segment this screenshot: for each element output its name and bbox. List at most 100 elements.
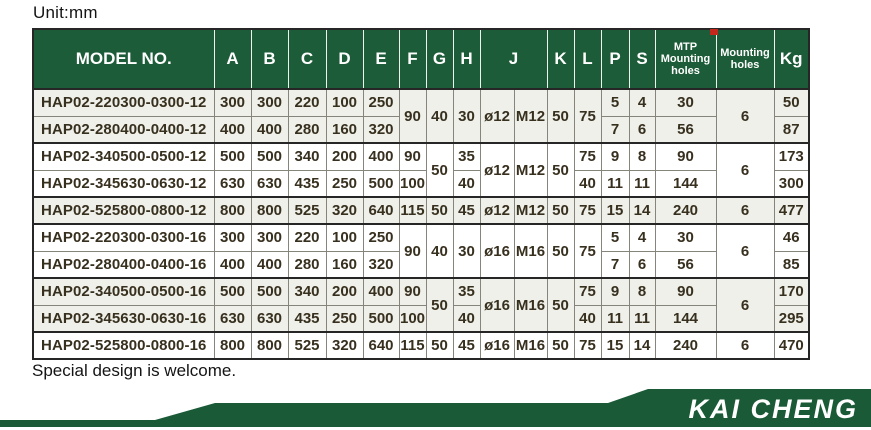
cell-d: 200 [325,142,364,171]
cell-s: 14 [628,196,656,225]
cell-d: 100 [325,223,364,252]
cell-c: 280 [287,250,327,279]
cell-s: 11 [628,304,656,333]
cell-f: 100 [398,169,427,198]
cell-b: 800 [250,196,289,225]
cell-f: 90 [398,277,427,306]
cell-k: 50 [546,223,575,279]
table-row: HAP02-525800-0800-12 800 800 525 320 640… [32,196,810,225]
cell-kg: 170 [773,277,810,306]
cell-kg: 470 [773,331,810,360]
cell-mtp: 90 [654,142,717,171]
cell-kg: 295 [773,304,810,333]
cell-mounting-holes: 6 [715,196,775,225]
cell-h: 45 [452,196,481,225]
cell-c: 220 [287,88,327,117]
cell-d: 200 [325,277,364,306]
cell-mounting-holes: 6 [715,88,775,144]
cell-b: 800 [250,331,289,360]
cell-h: 40 [452,169,481,198]
cell-j1: ø16 [479,331,515,360]
cell-model: HAP02-280400-0400-16 [32,250,215,279]
cell-s: 11 [628,169,656,198]
cell-model: HAP02-340500-0500-12 [32,142,215,171]
cell-b: 500 [250,142,289,171]
cell-mtp: 144 [654,169,717,198]
table-row: HAP02-345630-0630-16 630 630 435 250 500… [32,304,810,333]
cell-b: 400 [250,115,289,144]
cell-model: HAP02-220300-0300-12 [32,88,215,117]
cell-c: 435 [287,169,327,198]
cell-f: 90 [398,223,427,279]
cell-j1: ø12 [479,142,515,198]
header-mh-line2: holes [730,59,760,71]
cell-b: 400 [250,250,289,279]
header-e: E [362,29,400,90]
cell-k: 50 [546,277,575,333]
cell-a: 630 [213,304,252,333]
cell-model: HAP02-345630-0630-16 [32,304,215,333]
cell-j1: ø12 [479,196,515,225]
cell-k: 50 [546,196,575,225]
cell-h: 45 [452,331,481,360]
cell-c: 525 [287,196,327,225]
cell-g: 50 [425,142,454,198]
header-f: F [398,29,427,90]
header-l: L [573,29,602,90]
cell-model: HAP02-340500-0500-16 [32,277,215,306]
table-row: HAP02-525800-0800-16 800 800 525 320 640… [32,331,810,360]
cell-kg: 87 [773,115,810,144]
cell-a: 300 [213,88,252,117]
cell-e: 320 [362,115,400,144]
cell-b: 500 [250,277,289,306]
banner-shape [0,389,871,427]
cell-j2: M12 [513,142,548,198]
header-mtp-line1: MTP [673,40,698,53]
cell-l: 75 [573,142,602,171]
cell-g: 40 [425,88,454,144]
header-d: D [325,29,364,90]
cell-j2: M16 [513,331,548,360]
cell-c: 280 [287,115,327,144]
header-h: H [452,29,481,90]
cell-mounting-holes: 6 [715,142,775,198]
cell-kg: 173 [773,142,810,171]
cell-kg: 477 [773,196,810,225]
cell-s: 6 [628,250,656,279]
cell-e: 500 [362,304,400,333]
cell-kg: 85 [773,250,810,279]
cell-a: 630 [213,169,252,198]
cell-p: 5 [600,223,630,252]
cell-g: 50 [425,331,454,360]
cell-p: 15 [600,196,630,225]
table-row: HAP02-340500-0500-16 500 500 340 200 400… [32,277,810,333]
cell-c: 220 [287,223,327,252]
cell-j2: M16 [513,223,548,279]
cell-mounting-holes: 6 [715,223,775,279]
header-k: K [546,29,575,90]
cell-s: 8 [628,277,656,306]
cell-b: 300 [250,88,289,117]
header-mtp-line3: holes [671,65,700,78]
table-row: HAP02-280400-0400-16 400 400 280 160 320… [32,250,810,279]
cell-b: 300 [250,223,289,252]
logo-banner: KAI CHENG [0,389,871,427]
cell-model: HAP02-345630-0630-12 [32,169,215,198]
cell-mtp: 56 [654,250,717,279]
cell-e: 400 [362,277,400,306]
cell-d: 320 [325,196,364,225]
cell-p: 11 [600,169,630,198]
cell-j1: ø16 [479,277,515,333]
cell-l: 40 [573,169,602,198]
cell-mtp: 30 [654,88,717,117]
cell-c: 435 [287,304,327,333]
header-mh-line1: Mounting [720,46,770,59]
cell-kg: 50 [773,88,810,117]
cell-mounting-holes: 6 [715,277,775,333]
cell-c: 525 [287,331,327,360]
cell-mtp: 56 [654,115,717,144]
header-a: A [213,29,252,90]
cell-a: 400 [213,115,252,144]
cell-model: HAP02-525800-0800-12 [32,196,215,225]
table-row: HAP02-345630-0630-12 630 630 435 250 500… [32,169,810,198]
